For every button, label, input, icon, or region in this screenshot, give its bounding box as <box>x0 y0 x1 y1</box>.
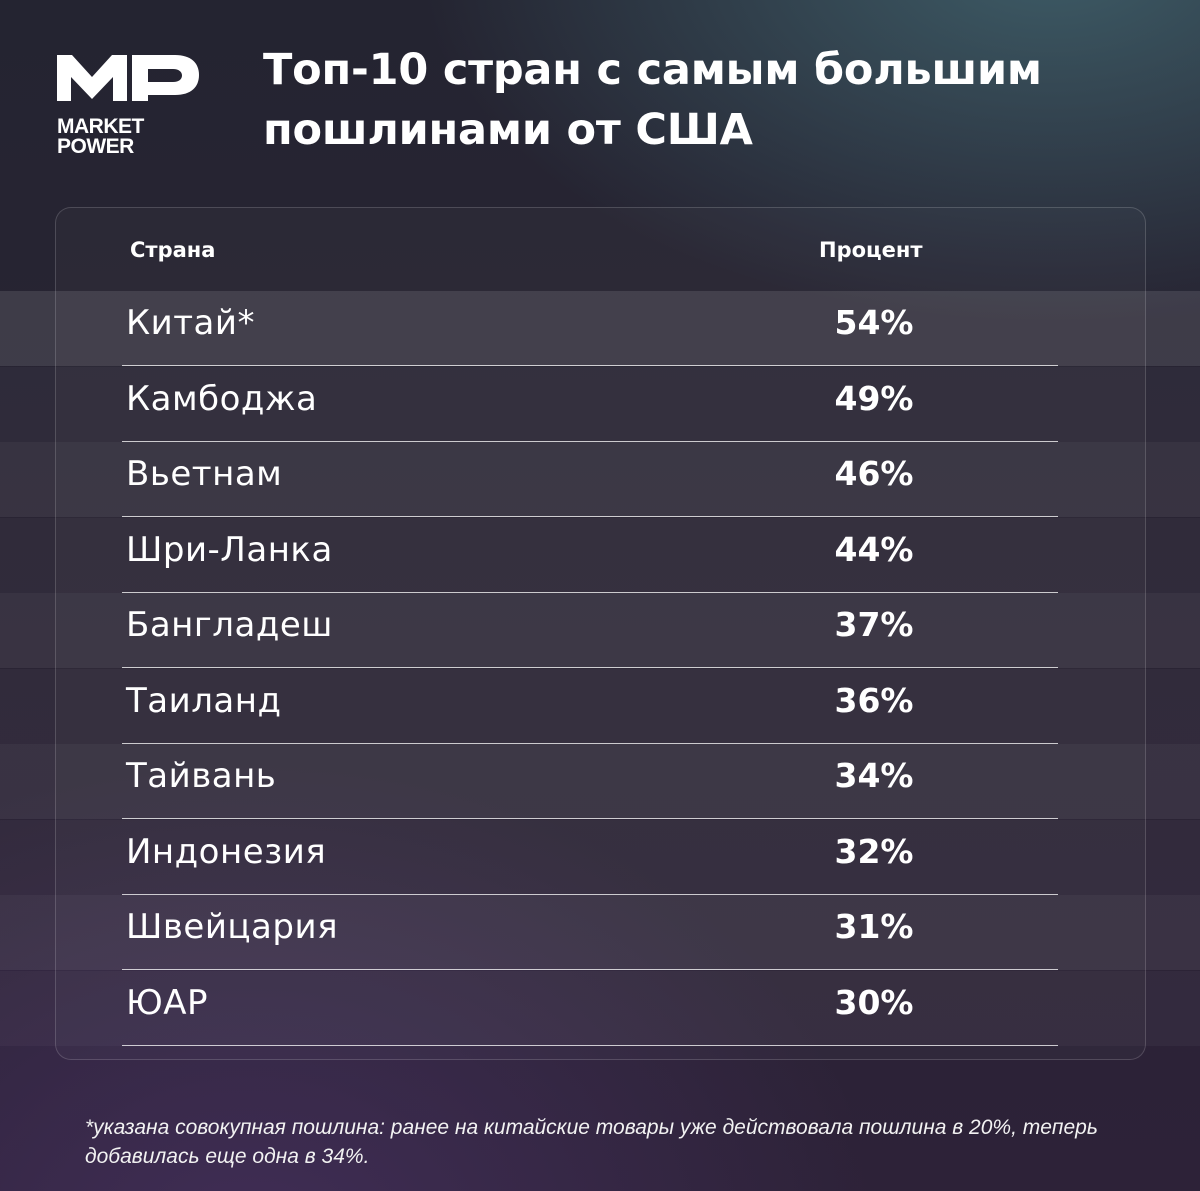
table-row: Бангладеш 37% <box>0 593 1200 668</box>
logo-mp-mark <box>57 55 199 101</box>
country-cell: Тайвань <box>126 756 277 796</box>
country-cell: ЮАР <box>126 983 208 1023</box>
table-row: Швейцария 31% <box>0 895 1200 970</box>
row-stripe <box>0 744 1200 819</box>
row-divider <box>122 743 1058 744</box>
percent-cell: 36% <box>834 681 914 720</box>
row-divider <box>122 969 1058 970</box>
footnote: *указана совокупная пошлина: ранее на ки… <box>85 1116 1098 1168</box>
table-row: Вьетнам 46% <box>0 442 1200 517</box>
country-cell: Индонезия <box>126 832 327 872</box>
row-divider <box>122 1045 1058 1046</box>
row-stripe <box>0 442 1200 517</box>
table-row: Китай* 54% <box>0 291 1200 366</box>
market-power-logo <box>57 55 199 101</box>
table-card <box>55 207 1146 1060</box>
row-divider <box>122 592 1058 593</box>
row-stripe <box>0 593 1200 668</box>
table-row: Тайвань 34% <box>0 744 1200 819</box>
row-divider <box>122 365 1058 366</box>
percent-cell: 44% <box>834 530 914 569</box>
percent-cell: 37% <box>834 605 914 644</box>
country-cell: Камбоджа <box>126 379 318 419</box>
percent-cell: 31% <box>834 907 914 946</box>
country-cell: Таиланд <box>126 681 282 721</box>
country-cell: Швейцария <box>126 907 339 947</box>
percent-cell: 32% <box>834 832 914 871</box>
country-cell: Китай* <box>126 303 255 343</box>
table-row: Камбоджа 49% <box>0 367 1200 442</box>
country-cell: Бангладеш <box>126 605 333 645</box>
row-stripe <box>0 291 1200 366</box>
row-divider <box>122 441 1058 442</box>
percent-cell: 30% <box>834 983 914 1022</box>
page-title: Топ-10 стран с самым большим пошлинами о… <box>263 45 1042 155</box>
percent-cell: 54% <box>834 303 914 342</box>
row-divider <box>122 818 1058 819</box>
percent-cell: 34% <box>834 756 914 795</box>
table-row: Индонезия 32% <box>0 820 1200 895</box>
percent-cell: 46% <box>834 454 914 493</box>
column-header-country: Страна <box>130 238 216 262</box>
country-cell: Вьетнам <box>126 454 283 494</box>
country-cell: Шри-Ланка <box>126 530 333 570</box>
table-row: Таиланд 36% <box>0 669 1200 744</box>
logo-word-market: MARKET <box>57 115 144 138</box>
table-row: Шри-Ланка 44% <box>0 518 1200 593</box>
row-divider <box>122 516 1058 517</box>
row-divider <box>122 667 1058 668</box>
column-header-percent: Процент <box>819 238 923 262</box>
table-row: ЮАР 30% <box>0 971 1200 1046</box>
logo-word-power: POWER <box>57 135 134 158</box>
row-stripe <box>0 895 1200 970</box>
percent-cell: 49% <box>834 379 914 418</box>
row-divider <box>122 894 1058 895</box>
